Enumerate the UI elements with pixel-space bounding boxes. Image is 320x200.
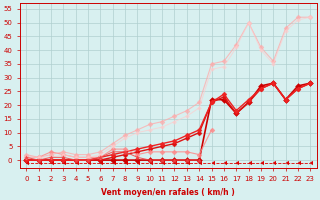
X-axis label: Vent moyen/en rafales ( km/h ): Vent moyen/en rafales ( km/h ) (101, 188, 235, 197)
